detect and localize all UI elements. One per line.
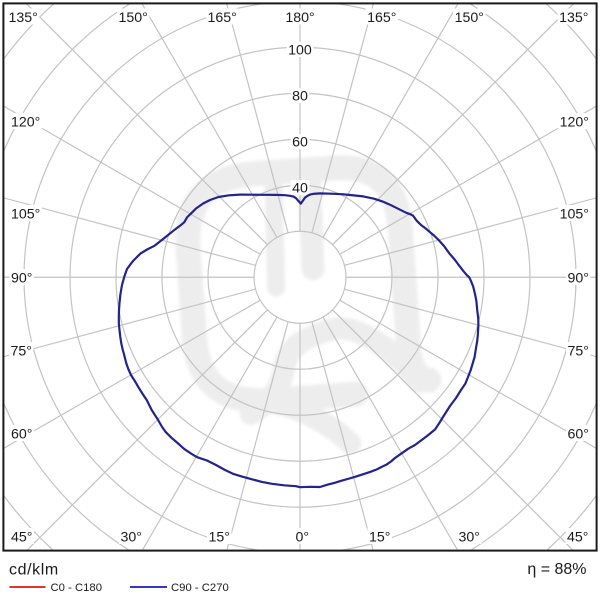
- svg-text:105°: 105°: [560, 207, 589, 223]
- svg-text:105°: 105°: [11, 207, 40, 223]
- svg-text:150°: 150°: [119, 10, 148, 26]
- svg-text:15°: 15°: [369, 530, 390, 546]
- svg-text:100: 100: [288, 43, 312, 59]
- svg-text:90°: 90°: [568, 271, 589, 287]
- svg-text:60°: 60°: [11, 427, 32, 443]
- svg-text:45°: 45°: [11, 530, 32, 546]
- svg-text:60°: 60°: [568, 427, 589, 443]
- svg-text:180°: 180°: [285, 10, 314, 26]
- svg-text:80: 80: [292, 89, 308, 105]
- svg-text:150°: 150°: [455, 10, 484, 26]
- svg-text:120°: 120°: [11, 115, 40, 131]
- svg-text:15°: 15°: [209, 530, 230, 546]
- svg-text:C0 - C180: C0 - C180: [51, 582, 103, 594]
- svg-text:60: 60: [292, 135, 308, 151]
- svg-text:30°: 30°: [121, 530, 142, 546]
- svg-text:45°: 45°: [567, 530, 588, 546]
- svg-text:165°: 165°: [367, 10, 396, 26]
- svg-text:120°: 120°: [560, 115, 589, 131]
- svg-text:135°: 135°: [9, 10, 38, 26]
- svg-text:75°: 75°: [11, 344, 32, 360]
- svg-text:30°: 30°: [459, 530, 480, 546]
- svg-text:40: 40: [292, 181, 308, 197]
- svg-text:η = 88%: η = 88%: [527, 561, 586, 578]
- svg-text:135°: 135°: [559, 10, 588, 26]
- svg-text:cd/klm: cd/klm: [9, 562, 59, 579]
- svg-text:C90 - C270: C90 - C270: [171, 582, 229, 594]
- svg-text:0°: 0°: [296, 530, 310, 546]
- svg-text:90°: 90°: [11, 271, 32, 287]
- svg-text:75°: 75°: [568, 344, 589, 360]
- svg-text:165°: 165°: [208, 10, 237, 26]
